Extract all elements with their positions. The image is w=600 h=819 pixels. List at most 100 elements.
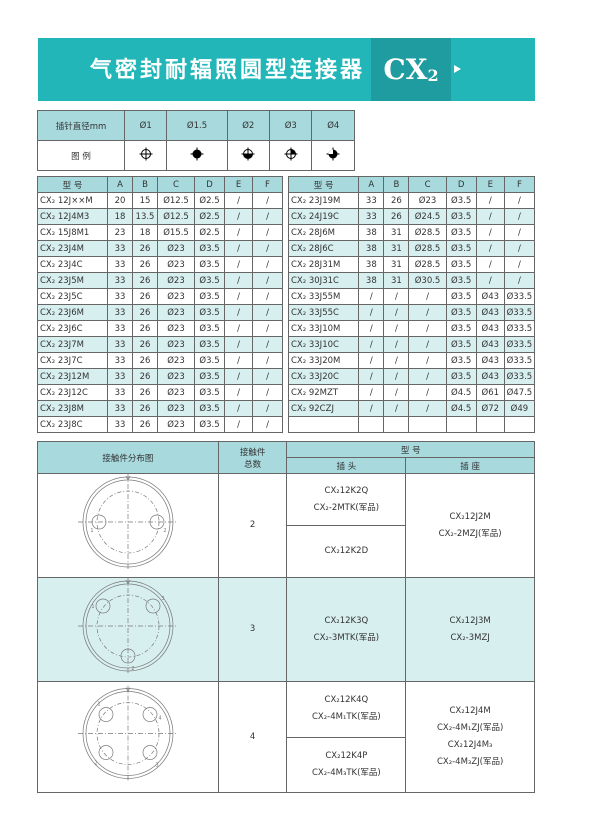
dimension-cell: / [224,416,253,433]
table-row: CX₂ 28J6M 38 31 Ø28.5 Ø3.5// [287,224,536,241]
dimension-cell: Ø3.5 [445,368,477,385]
contact-count: 2 [217,473,288,578]
contact-layout-diagram: 1 2 3 4 [77,685,178,782]
dimension-cell: 26 [132,304,158,321]
dimension-cell: Ø23 [408,192,447,209]
spec-header-1: A [107,176,133,193]
dimension-cell: 38 [358,272,385,289]
pin-number-label: 2 [131,666,134,672]
contact-pin [142,745,158,760]
table-row: CX₂ 23J5C 33 26 Ø23 Ø3.5// [37,288,283,305]
plug-model: CX₂12K2Q [324,485,369,496]
model-cell: CX₂ 33J10C [287,336,360,353]
plug-model: CX₂12K4Q [324,695,369,706]
dimension-cell: / [408,288,447,305]
dimension-cell: / [408,384,447,401]
contact-pin [91,514,107,530]
dimension-cell: Ø3.5 [445,304,477,321]
dimension-cell: 33 [107,384,133,401]
legend-cell [123,140,168,171]
model-cell: CX₂ 23J5C [37,288,108,305]
dimension-cell: 26 [132,272,158,289]
dimension-cell: / [224,368,253,385]
dimension-cell: Ø23 [157,256,195,273]
dimension-cell: 26 [132,240,158,257]
spec-header-2: B [132,176,158,193]
dimension-cell: 26 [132,384,158,401]
model-header: 型 号 [286,441,535,458]
dimension-cell: / [252,240,283,257]
dimension-cell: 33 [107,416,133,433]
dimension-cell: 18 [107,208,133,225]
dimension-cell: Ø3.5 [445,272,477,289]
dimension-cell: Ø33.5 [503,304,536,321]
dimension-cell: 33 [107,352,133,369]
dimension-cell: Ø3.5 [194,400,225,417]
dimension-cell: / [252,352,283,369]
dimension-cell: / [224,224,253,241]
dimension-cell: / [475,192,505,209]
table-row: CX₂ 23J7M 33 26 Ø23 Ø3.5// [37,336,283,353]
pin-number-label: 1 [90,528,93,534]
dimension-cell: Ø23 [157,336,195,353]
dimension-cell: Ø3.5 [445,192,477,209]
crosshair-open-icon [139,147,153,161]
model-cell: CX₂ 92MZT [287,384,360,401]
dimension-cell: / [252,368,283,385]
dimension-cell [358,416,385,433]
table-row: CX₂ 23J4M 33 26 Ø23 Ø3.5// [37,240,283,257]
socket-model: CX₂12J4M [449,706,491,716]
dimension-cell: Ø2.5 [194,208,225,225]
model-cell: CX₂ 15J8M1 [37,224,108,241]
model-cell: CX₂ 12J××M [37,192,108,209]
dimension-cell: / [408,368,447,385]
dimension-cell: / [224,192,253,209]
dimension-cell: / [252,256,283,273]
dimension-cell: Ø61 [475,384,505,401]
plug-model-cell: CX₂12K3Q CX₂-3MTK(军品) [286,577,407,682]
pin-number-label: 3 [161,596,164,602]
dimension-cell: 26 [132,400,158,417]
spec-header-3: C [157,176,195,193]
spec-header-5: E [475,176,505,193]
dimension-cell: / [252,288,283,305]
dimension-cell: / [252,272,283,289]
dimension-cell: / [475,256,505,273]
dimension-cell: 26 [132,288,158,305]
dimension-cell: / [252,208,283,225]
dimension-cell: Ø28.5 [408,240,447,257]
model-cell: CX₂ 28J6C [287,240,360,257]
dimension-cell: / [358,288,385,305]
pin-number-label: 2 [163,528,166,534]
table-row: CX₂ 23J19M 33 26 Ø23 Ø3.5// [287,192,536,209]
pin-number-label: 1 [97,702,100,708]
dimension-cell: / [383,384,410,401]
dimension-cell [383,416,410,433]
contact-row: CX₂12K4P CX₂-4M₃TK(军品) [38,736,535,793]
dimension-cell: Ø4.5 [445,384,477,401]
contact-pin [95,598,111,614]
dimension-cell: / [224,400,253,417]
dimension-cell: Ø15.5 [157,224,195,241]
model-cell: CX₂ 33J10M [287,320,360,337]
socket-model: CX₂12J2M [449,511,491,522]
dimension-cell: 33 [107,240,133,257]
dimension-cell: Ø3.5 [194,352,225,369]
dimension-cell: / [503,224,536,241]
dimension-cell: Ø3.5 [445,352,477,369]
dimension-cell: Ø28.5 [408,256,447,273]
dimension-cell: / [408,352,447,369]
count-header-line2: 总数 [244,459,262,470]
dimension-cell: / [358,400,385,417]
table-row: CX₂ 15J8M1 23 18 Ø15.5 Ø2.5// [37,224,283,241]
model-cell: CX₂ 92CZJ [287,400,360,417]
pin-number-label: 4 [158,716,161,722]
count-header-line1: 接触件 [239,447,266,458]
dimension-cell: Ø12.5 [157,192,195,209]
socket-header: 插 座 [405,457,535,474]
contact-row: 1 2 3 3 CX₂12K3Q CX₂-3MTK(军品) CX₂12J3M CX₂-3MZJ [37,577,535,682]
model-cell: CX₂ 23J12C [37,384,108,401]
dimension-cell: / [475,272,505,289]
dimension-cell: / [252,304,283,321]
contact-pin [149,514,165,530]
